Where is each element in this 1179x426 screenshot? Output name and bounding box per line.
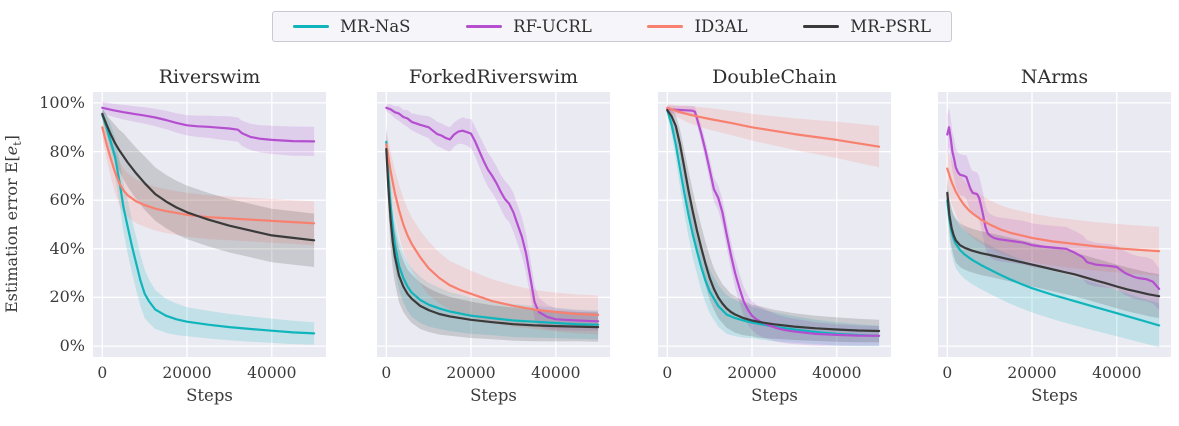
panel-forkedriverswim: ForkedRiverswim 0 20000 40000 Steps (377, 56, 610, 405)
x-tick-label: 40000 (531, 364, 580, 382)
legend-label: ID3AL (694, 17, 748, 36)
y-tick-label: 60% (49, 190, 85, 210)
x-tick-label: 20000 (162, 364, 211, 382)
x-axis-label: Steps (751, 386, 798, 405)
panel-plot-1: 0 20000 40000 (377, 92, 610, 392)
mr-nas-line-swatch (293, 24, 329, 29)
y-tick-label: 100% (39, 92, 85, 112)
y-tick-label: 20% (49, 287, 85, 307)
y-axis-label-text: Estimation error E[et] (1, 135, 25, 314)
mr-psrl-line-swatch (803, 24, 840, 29)
x-tick-label: 0 (381, 364, 391, 382)
legend-label: MR-PSRL (850, 17, 931, 36)
legend-label: RF-UCRL (513, 17, 592, 36)
panel-riverswim: Riverswim 0 20000 40000 Steps (93, 56, 326, 405)
chart-canvas-1: 0 20000 40000 (377, 92, 610, 382)
y-tick-label: 40% (49, 238, 85, 258)
x-tick-label: 20000 (1007, 364, 1056, 382)
rf-ucrl-line-swatch (466, 24, 503, 29)
x-axis-label: Steps (470, 386, 517, 405)
x-tick-label: 20000 (446, 364, 495, 382)
panel-doublechain: DoubleChain 0 20000 40000 Steps (658, 56, 891, 405)
panel-title: NArms (1020, 66, 1089, 88)
panel-title: Riverswim (158, 66, 261, 88)
chart-canvas-3: 0 20000 40000 (938, 92, 1171, 382)
y-tick-label: 80% (49, 141, 85, 161)
y-tick-label: 0% (59, 336, 85, 356)
panel-plot-2: 0 20000 40000 (658, 92, 891, 392)
x-tick-label: 40000 (812, 364, 861, 382)
panel-title: DoubleChain (712, 66, 837, 88)
x-axis-label: Steps (186, 386, 233, 405)
panel-plot-3: 0 20000 40000 (938, 92, 1171, 392)
x-axis-label: Steps (1031, 386, 1078, 405)
x-tick-label: 40000 (247, 364, 296, 382)
legend-item-mr-psrl: MR-PSRL (803, 17, 931, 36)
panel-narms: NArms 0 20000 40000 Steps (938, 56, 1171, 405)
x-tick-label: 0 (942, 364, 952, 382)
x-tick-label: 0 (97, 364, 107, 382)
legend-item-mr-nas: MR-NaS (293, 17, 410, 36)
legend-label: MR-NaS (340, 17, 411, 36)
legend-item-rf-ucrl: RF-UCRL (466, 17, 592, 36)
chart-canvas-0: 0 20000 40000 (93, 92, 326, 382)
y-axis-label: Estimation error E[et] (0, 92, 26, 357)
legend-item-id3al: ID3AL (647, 17, 748, 36)
legend: MR-NaS RF-UCRL ID3AL MR-PSRL (272, 11, 952, 42)
x-tick-label: 0 (662, 364, 672, 382)
id3al-line-swatch (647, 24, 684, 29)
x-tick-label: 40000 (1092, 364, 1141, 382)
panel-plot-0: 0 20000 40000 (93, 92, 326, 392)
panel-title: ForkedRiverswim (408, 66, 579, 88)
chart-canvas-2: 0 20000 40000 (658, 92, 891, 382)
y-axis-ticks: 0% 20% 40% 60% 80% 100% (38, 92, 90, 357)
x-tick-label: 20000 (727, 364, 776, 382)
